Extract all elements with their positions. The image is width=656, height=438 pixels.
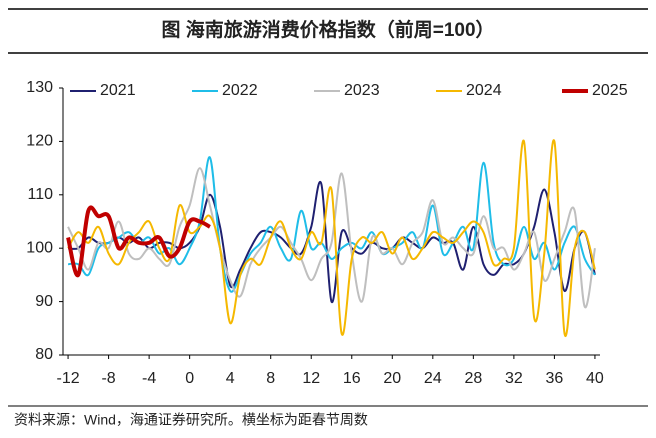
source-note: 资料来源：Wind，海通证券研究所。横坐标为距春节周数 <box>14 412 368 428</box>
y-tick-label: 110 <box>27 186 53 203</box>
series-line <box>67 139 596 338</box>
x-tick-label: 16 <box>343 370 361 387</box>
x-tick-label: 4 <box>226 370 235 387</box>
chart-title: 图 海南旅游消费价格指数（前周=100） <box>161 18 494 41</box>
legend-bg <box>188 81 284 101</box>
legend-label: 2024 <box>466 82 502 99</box>
x-tick-label: -4 <box>142 370 156 387</box>
legend-label: 2023 <box>344 82 380 99</box>
legend-bg <box>66 81 162 101</box>
x-tick-label: 0 <box>185 370 194 387</box>
y-tick-label: 130 <box>26 79 53 96</box>
x-tick-label: 32 <box>505 370 523 387</box>
legend-bg <box>310 81 406 101</box>
legend-bg <box>558 81 654 101</box>
x-tick-label: 24 <box>424 370 442 387</box>
y-tick-label: 120 <box>26 133 53 150</box>
x-tick-label: 28 <box>464 370 482 387</box>
series-line <box>67 156 596 293</box>
series-line <box>66 205 211 277</box>
x-tick-label: 8 <box>266 370 275 387</box>
legend-bg <box>432 81 528 101</box>
legend-label: 2025 <box>592 82 628 99</box>
x-tick-label: 12 <box>302 370 320 387</box>
x-tick-label: 36 <box>546 370 564 387</box>
y-tick-label: 80 <box>35 346 53 363</box>
legend-label: 2022 <box>222 82 258 99</box>
x-tick-label: -8 <box>101 370 115 387</box>
y-tick-label: 90 <box>35 293 53 310</box>
x-tick-label: 40 <box>586 370 604 387</box>
x-tick-label: -12 <box>57 370 80 387</box>
legend-label: 2021 <box>100 82 136 99</box>
x-tick-label: 20 <box>383 370 401 387</box>
y-tick-label: 100 <box>26 239 53 256</box>
